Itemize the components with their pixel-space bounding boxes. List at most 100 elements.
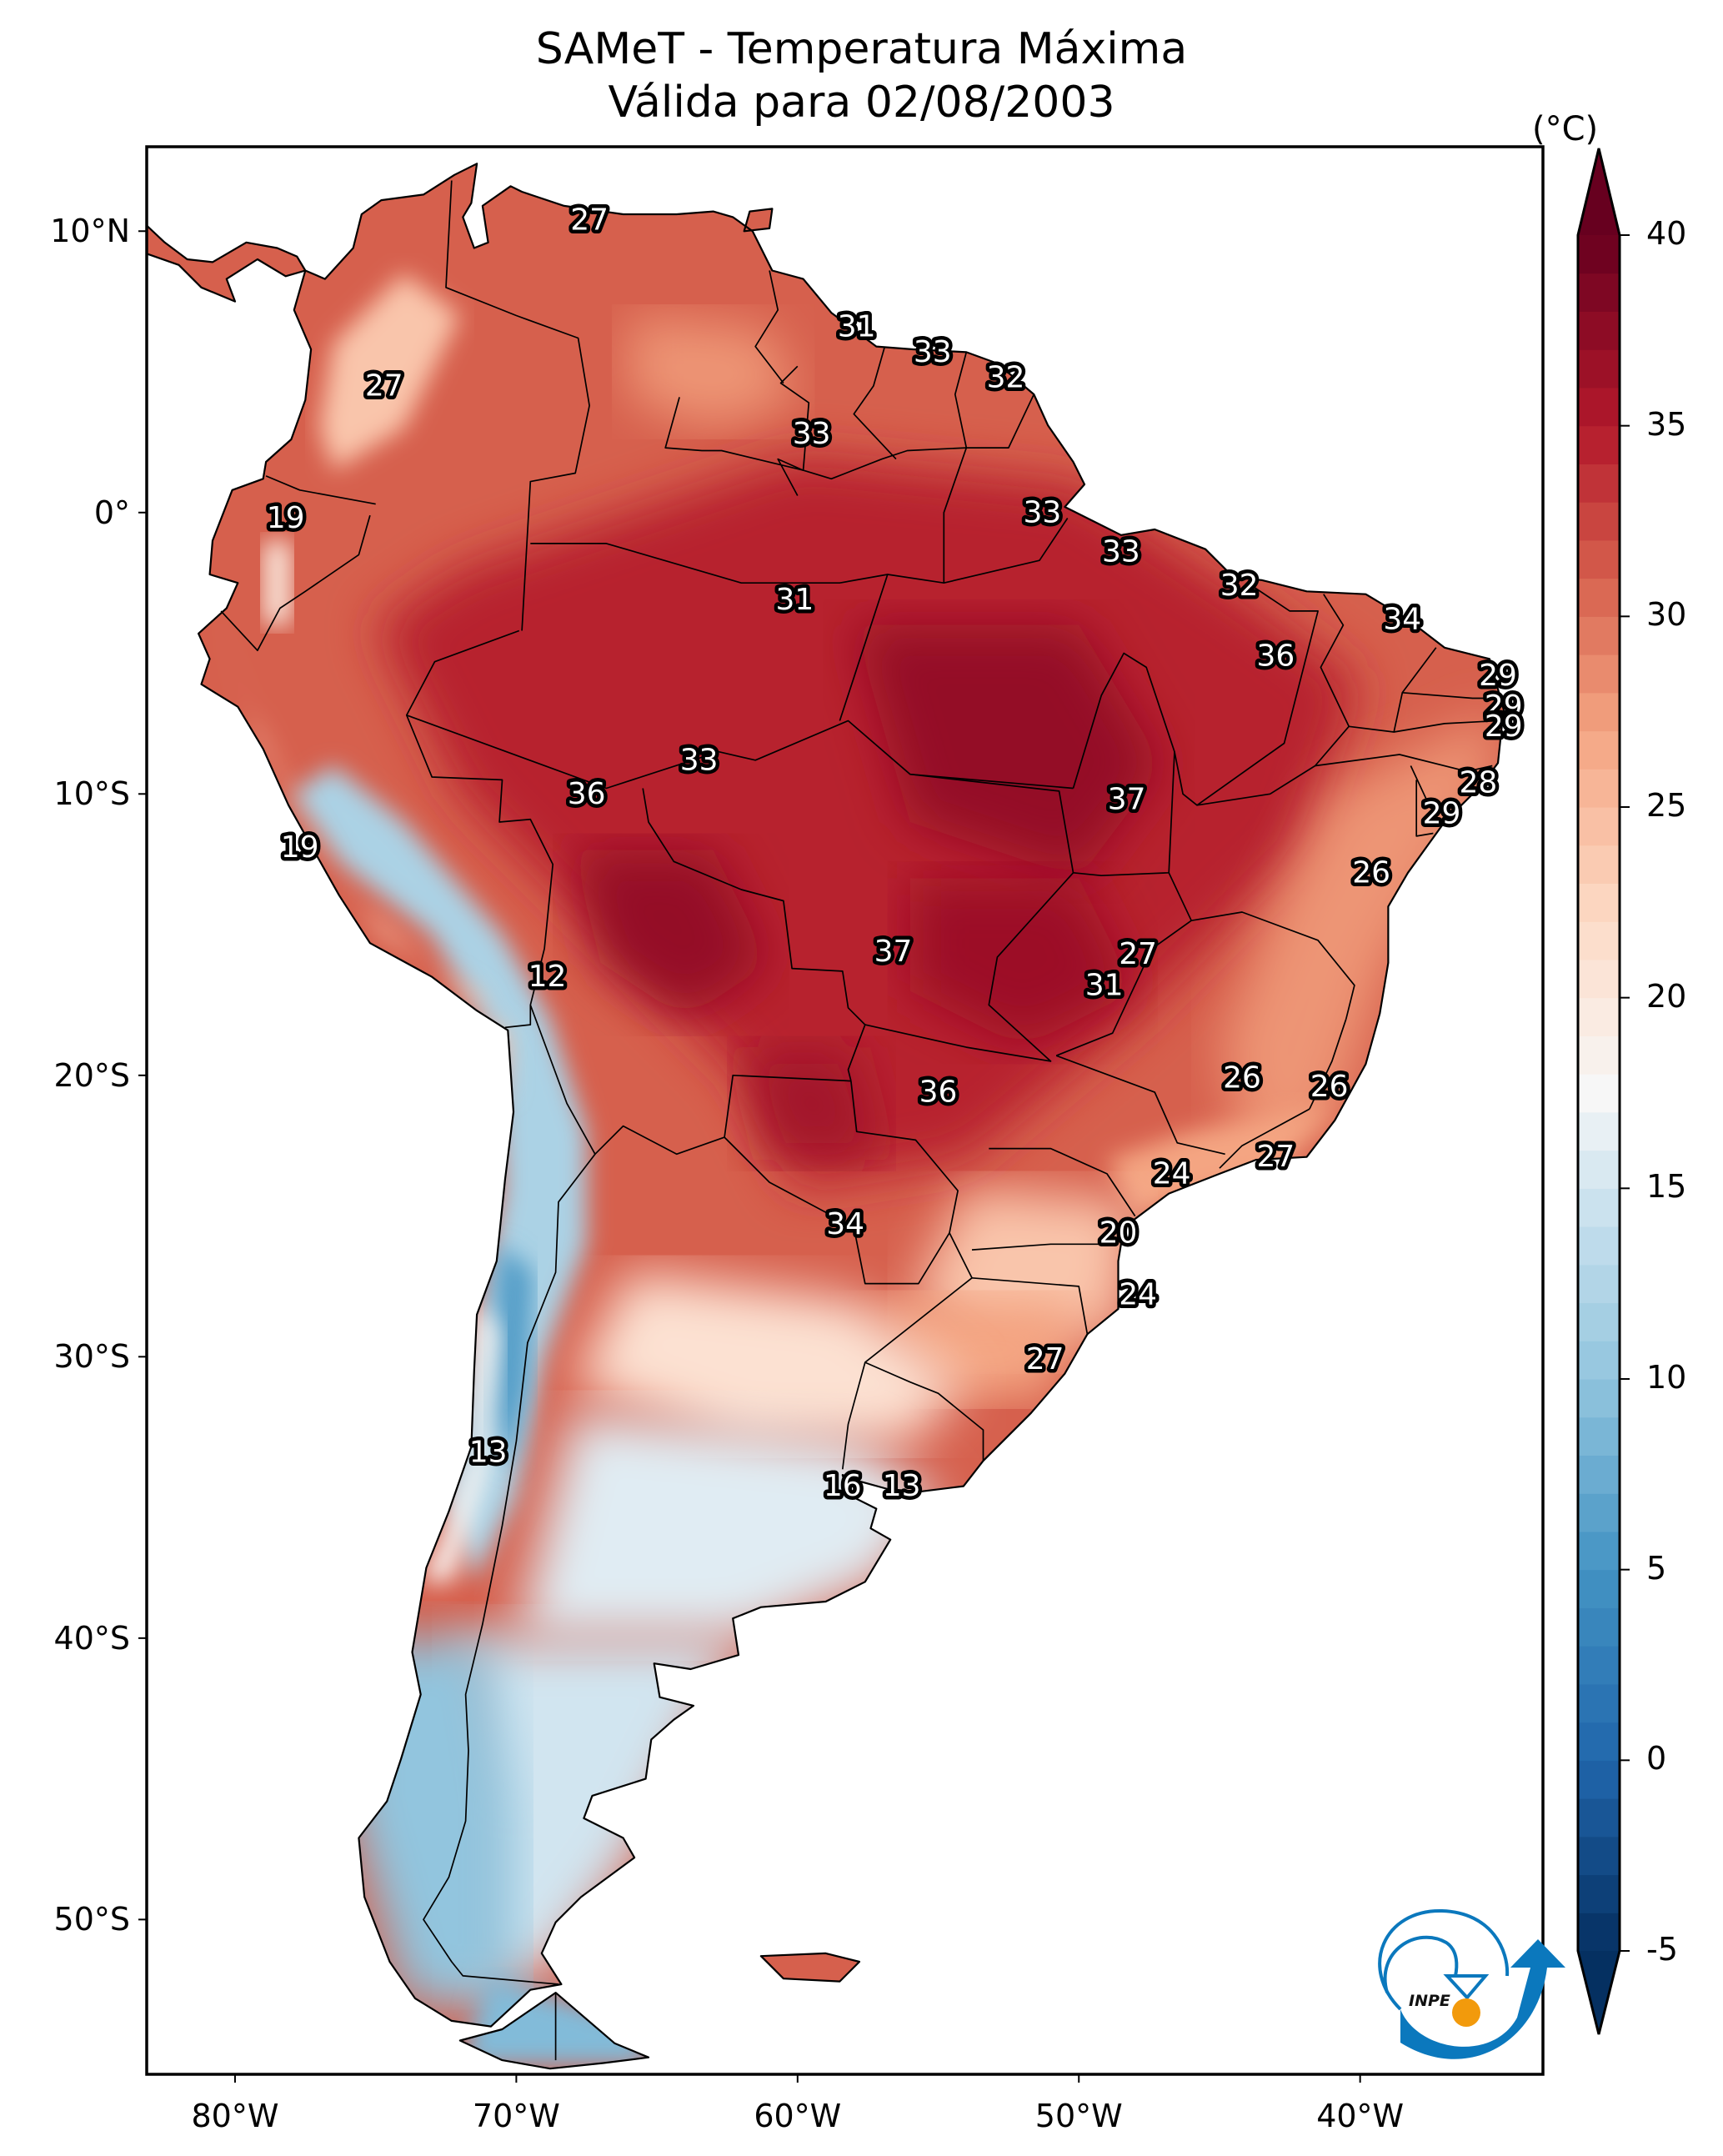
station-temperature-label: 27: [365, 369, 403, 403]
region-pampas-transition: [572, 1272, 967, 1442]
colorbar-segment: [1578, 1035, 1620, 1075]
chart-subtitle: Válida para 02/08/2003: [608, 78, 1115, 128]
border-line: [1191, 911, 1355, 1020]
border-line: [1349, 647, 1437, 733]
coastline: [147, 224, 307, 303]
colorbar-segment: [1578, 425, 1620, 464]
colorbar-segment: [1578, 1302, 1620, 1341]
colorbar-segment: [1578, 1569, 1620, 1608]
border-line: [1315, 754, 1493, 773]
x-tick-label: 70°W: [472, 2098, 560, 2134]
x-tick-label: 80°W: [191, 2098, 279, 2134]
station-temperature-label: 33: [1102, 535, 1140, 569]
region-peak-mato-grosso: [909, 878, 1135, 1048]
border-line: [445, 180, 590, 631]
border-line: [423, 1005, 596, 1985]
station-temperature-label: 33: [1023, 495, 1061, 529]
station-temperature-label: 36: [919, 1075, 958, 1110]
x-tick-label: 60°W: [754, 2098, 842, 2134]
border-line: [1394, 720, 1499, 733]
border-line: [853, 346, 897, 460]
colorbar-segment: [1578, 654, 1620, 694]
border-line: [989, 1147, 1136, 1217]
colorbar-segment: [1578, 502, 1620, 541]
station-temperature-label: 27: [1026, 1342, 1064, 1376]
station-temperature-label: 32: [1220, 569, 1259, 603]
coastline: [743, 208, 774, 233]
station-temperature-label: 27: [1119, 937, 1157, 971]
border-line: [1072, 652, 1175, 877]
colorbar-segment: [1578, 845, 1620, 884]
colorbar-segment: [1578, 1722, 1620, 1761]
station-temperature-label: 27: [1256, 1140, 1295, 1174]
border-line: [220, 514, 371, 652]
y-tick-label: 30°S: [53, 1338, 130, 1376]
station-temperature-label: 24: [1153, 1156, 1191, 1191]
border-line: [1402, 691, 1501, 699]
station-temperature-label: 32: [987, 360, 1025, 394]
border-line: [779, 365, 967, 480]
y-tick-label: 20°S: [53, 1056, 130, 1094]
station-temperature-label: 29: [1423, 796, 1461, 830]
station-temperature-label: 27: [570, 203, 609, 237]
logo-arc-outer: [1378, 1908, 1510, 2011]
border-line: [841, 1081, 973, 1470]
colorbar-segment: [1578, 921, 1620, 960]
region-ecuador-andes: [263, 540, 292, 625]
colorbar-tick-label: 35: [1646, 405, 1687, 443]
station-temperature-label: 29: [1485, 709, 1523, 744]
colorbar-segment: [1578, 769, 1620, 808]
colorbar-segment: [1578, 692, 1620, 732]
region-mild-southeast: [1107, 1103, 1332, 1216]
colorbar-segment: [1578, 1188, 1620, 1227]
coastline: [458, 1992, 650, 2070]
colorbar-tick-label: 25: [1646, 787, 1687, 824]
temperature-map: 2727193133323333333231343629292928293336…: [147, 163, 1526, 2070]
colorbar-tick-label: 20: [1646, 977, 1687, 1015]
colorbar-segment: [1578, 1264, 1620, 1304]
colorbar-segment: [1578, 1379, 1620, 1418]
border-line: [1219, 1108, 1310, 1169]
colorbar-tick-label: 10: [1646, 1359, 1687, 1396]
border-line: [864, 773, 1074, 1062]
border-line: [405, 629, 554, 1029]
border-line: [971, 1276, 1089, 1335]
colorbar-segment: [1578, 730, 1620, 770]
coastline: [198, 163, 1505, 2028]
border-line: [1309, 1019, 1347, 1110]
station-temperature-label: 37: [1108, 783, 1146, 817]
falkland-islands-landmass: [760, 1953, 859, 1982]
colorbar-segment: [1578, 807, 1620, 846]
logo-text: INPE: [1409, 1992, 1450, 2010]
station-temperature-label: 19: [267, 501, 305, 535]
colorbar-segment: [1578, 1455, 1620, 1494]
colorbar-tick-label: 0: [1646, 1740, 1667, 1777]
station-temperature-label: 36: [1256, 639, 1295, 673]
station-temperature-label: 37: [874, 935, 913, 969]
y-tick-label: 10°S: [53, 775, 130, 813]
colorbar-segment: [1578, 1111, 1620, 1151]
colorbar-segment: [1578, 1760, 1620, 1799]
region-guiana-highlands: [629, 315, 798, 429]
colorbar-segment: [1578, 1798, 1620, 1838]
colorbar-tick-label: 40: [1646, 215, 1687, 252]
station-temperature-label: 19: [281, 830, 319, 865]
border-line: [944, 518, 1069, 584]
station-temperature-label: 26: [1223, 1061, 1261, 1096]
colorbar-segment: [1578, 1074, 1620, 1113]
x-tick-label: 50°W: [1034, 2098, 1123, 2134]
colorbar-segment: [1578, 1646, 1620, 1685]
chart-title: SAMeT - Temperatura Máxima: [535, 24, 1188, 74]
station-temperature-label: 34: [1383, 603, 1421, 637]
region-hot-interior: [375, 456, 1360, 1188]
colorbar-unit-label: (°C): [1532, 110, 1599, 148]
station-temperature-label: 12: [528, 960, 567, 994]
station-temperature-label: 28: [1459, 765, 1497, 800]
region-central-chile: [420, 1300, 500, 1582]
colorbar-segment: [1578, 1836, 1620, 1876]
colorbar-tick-label: -5: [1646, 1931, 1678, 1968]
station-temperature-label: 26: [1310, 1070, 1349, 1104]
station-temperature-label: 29: [1479, 659, 1517, 693]
station-temperature-label: 13: [469, 1436, 508, 1470]
